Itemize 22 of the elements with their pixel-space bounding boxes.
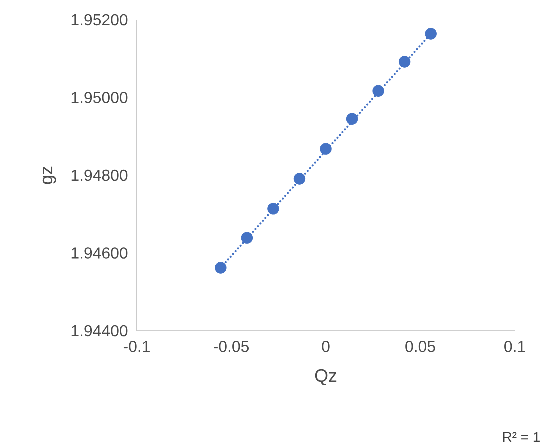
x-tick-label: 0: [322, 341, 330, 352]
y-tick-label: 1.95000: [72, 92, 128, 104]
point: [268, 203, 280, 215]
y-tick-label: 1.94400: [72, 325, 128, 337]
y-tick-label: 1.95200: [72, 14, 128, 26]
point: [346, 113, 358, 125]
y-tick-label: 1.94600: [72, 248, 128, 259]
x-tick-label: 0.05: [406, 341, 436, 352]
point: [398, 56, 411, 68]
y-axis-title: gz: [42, 166, 56, 184]
point: [215, 262, 227, 274]
text: R² = 1: [503, 432, 540, 442]
y-tick-label: 1.94800: [72, 170, 128, 182]
x-axis-title: Qz: [315, 369, 337, 386]
x-tick-label: -0.1: [124, 341, 150, 352]
point: [294, 173, 306, 185]
point: [320, 143, 332, 155]
point: [372, 85, 384, 97]
x-tick-label: -0.05: [214, 341, 249, 352]
point: [425, 28, 437, 40]
point: [241, 232, 254, 244]
x-tick-label: 0.1: [504, 341, 526, 352]
